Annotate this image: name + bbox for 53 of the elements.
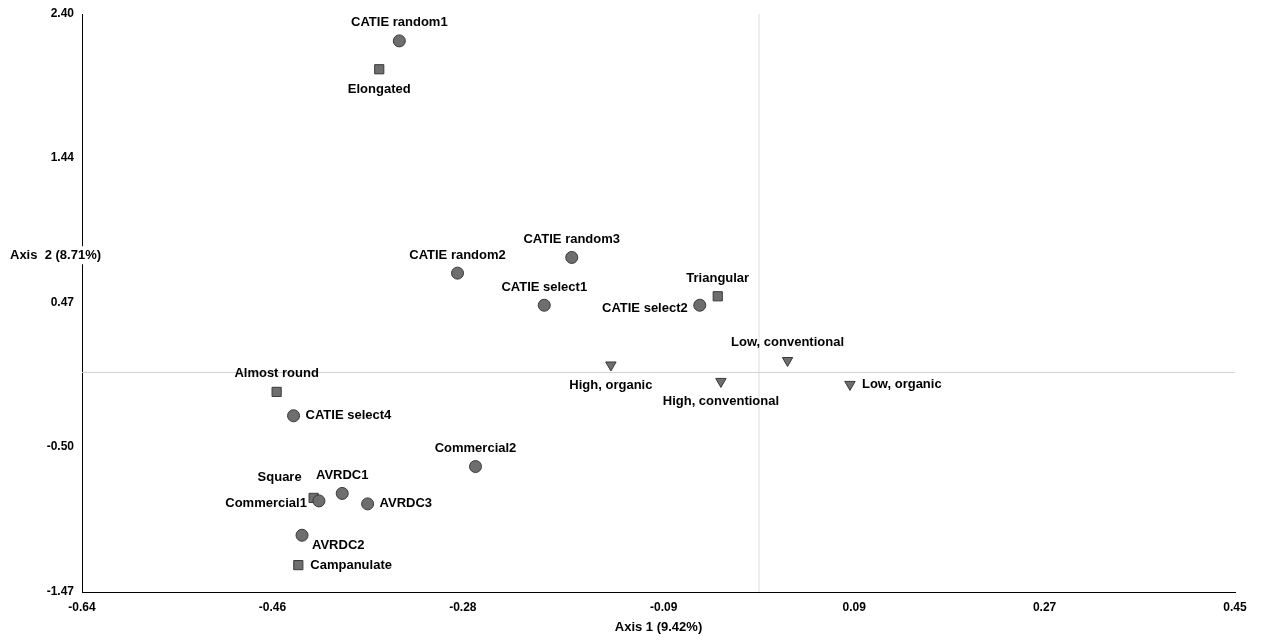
point <box>844 380 856 391</box>
annotation: High, conventional <box>662 392 780 408</box>
annotation: AVRDC2 <box>312 536 365 552</box>
point <box>693 298 707 312</box>
point <box>605 361 617 372</box>
x-axis-title: Axis 1 (9.42%) <box>614 618 703 634</box>
annotation: Triangular <box>686 269 750 285</box>
annotation: CATIE random2 <box>409 246 506 262</box>
y-tick-label: 2.40 <box>50 6 75 21</box>
annotation: Square <box>257 469 302 485</box>
point <box>537 298 551 312</box>
point <box>271 386 282 397</box>
point <box>361 497 375 511</box>
point <box>295 528 309 542</box>
x-tick-label: -0.28 <box>449 599 477 614</box>
annotation: CATIE random1 <box>351 14 448 30</box>
point <box>392 34 406 48</box>
point <box>451 266 465 280</box>
annotation: Commercial2 <box>434 440 517 456</box>
annotation: Low, conventional <box>731 334 845 350</box>
point <box>374 64 385 75</box>
annotation: CATIE random3 <box>523 231 621 247</box>
y-tick-label: -1.47 <box>46 584 75 599</box>
point <box>335 486 349 500</box>
y-tick-label: 1.44 <box>50 149 75 164</box>
y-tick-label: -0.50 <box>46 439 75 454</box>
point <box>712 291 723 302</box>
annotation: CATIE select2 <box>602 299 688 315</box>
x-tick-label: -0.46 <box>258 599 287 614</box>
annotation: Elongated <box>347 80 411 96</box>
point <box>565 250 579 264</box>
point <box>781 357 794 367</box>
annotation: AVRDC3 <box>379 495 433 511</box>
point <box>293 560 304 571</box>
annotation: Campanulate <box>310 556 392 572</box>
y-axis-title: Axis 2 (8.71%) <box>10 246 102 262</box>
annotation: CATIE select4 <box>305 407 393 423</box>
x-tick-label: 0.45 <box>1223 599 1247 614</box>
annotation: Commercial1 <box>225 495 307 511</box>
annotation: Low, organic <box>861 375 942 391</box>
point <box>715 377 727 388</box>
x-tick-label: -0.09 <box>650 599 678 614</box>
x-tick-label: 0.09 <box>842 599 867 614</box>
point <box>312 494 326 508</box>
annotation: AVRDC1 <box>315 467 369 482</box>
annotation: High, organic <box>569 376 653 392</box>
x-tick-label: 0.27 <box>1032 599 1057 614</box>
point <box>287 409 301 423</box>
point <box>469 460 482 474</box>
annotation: CATIE select1 <box>501 278 588 294</box>
x-tick-label: -0.64 <box>68 599 96 614</box>
annotation: Almost round <box>234 365 319 381</box>
y-tick-label: 0.47 <box>50 294 75 309</box>
